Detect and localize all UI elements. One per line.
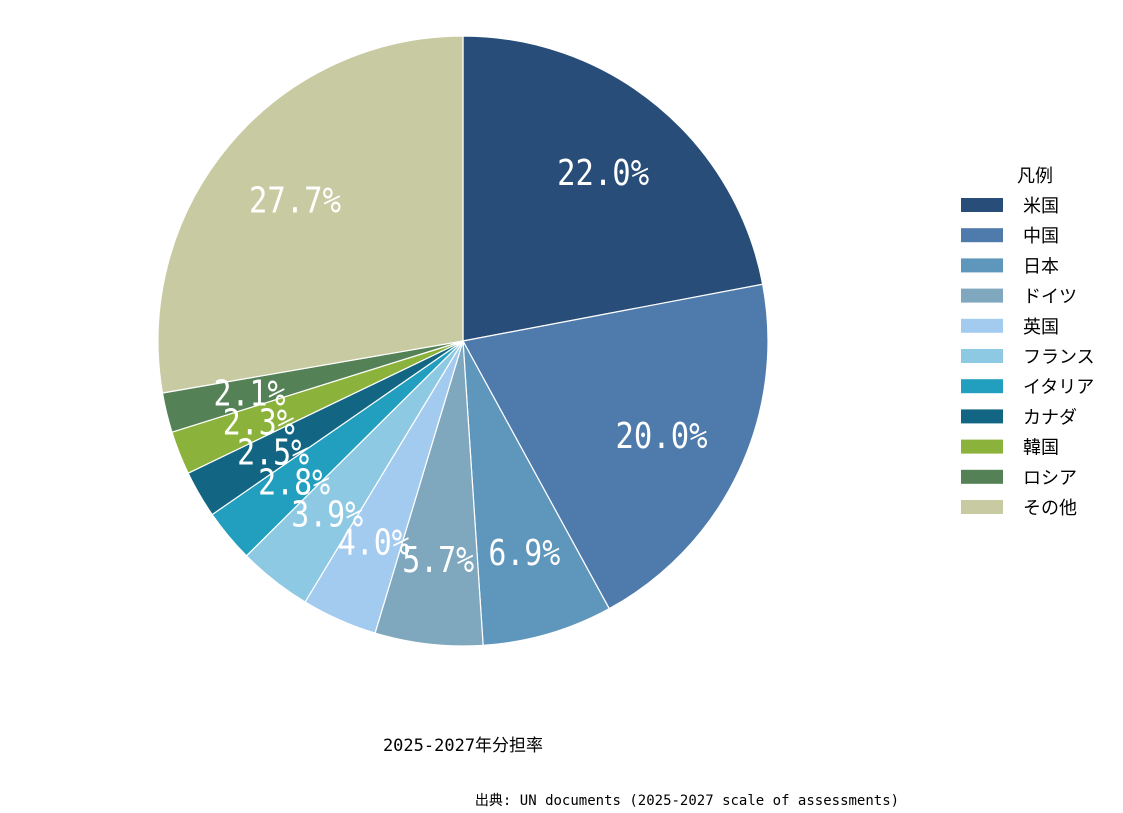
slice-label: 3.9% <box>291 495 363 536</box>
legend-swatch <box>961 439 1003 454</box>
legend-swatch <box>961 409 1003 424</box>
legend-swatch <box>961 228 1003 243</box>
legend-swatch <box>961 258 1003 273</box>
legend-label: その他 <box>1023 498 1077 519</box>
legend-label: カナダ <box>1023 407 1077 428</box>
chart-title: 2025-2027年分担率 <box>383 736 543 756</box>
legend-label: 韓国 <box>1023 438 1059 459</box>
pie-slice <box>462 340 611 646</box>
slice-label: 5.7% <box>402 540 474 581</box>
slice-label: 22.0% <box>557 153 649 194</box>
legend-swatch <box>961 379 1003 394</box>
legend-label: 中国 <box>1023 226 1059 247</box>
legend-swatch <box>961 469 1003 484</box>
legend-label: フランス <box>1023 347 1095 368</box>
legend-swatch <box>961 500 1003 514</box>
pie-labels: 22.0% 20.0% 6.9% 5.7%4.0%3.9%2.8%2.5%2.3%2.… <box>214 153 708 581</box>
slice-label: 4.0% <box>338 523 410 564</box>
pie-slice <box>462 283 769 610</box>
legend-label: 米国 <box>1023 196 1059 217</box>
slice-label: 20.0% <box>616 416 708 457</box>
slice-label: 6.9% <box>488 533 560 574</box>
legend-label: 英国 <box>1023 317 1059 338</box>
legend-label: イタリア <box>1023 377 1094 398</box>
legend-swatch <box>961 198 1003 212</box>
legend-swatch <box>961 349 1003 363</box>
slice-label: 27.7% <box>249 181 341 222</box>
pie-slice <box>157 35 464 394</box>
legend-title: 凡例 <box>1017 166 1053 187</box>
legend-label: 日本 <box>1023 256 1059 277</box>
slice-label: 2.3% <box>223 403 295 444</box>
slice-label: 2.8% <box>258 462 330 503</box>
slice-label: 2.5% <box>237 432 309 473</box>
source-note: 出典: UN documents (2025-2027 scale of ass… <box>475 793 899 809</box>
legend-label: ロシア <box>1023 468 1077 489</box>
slice-label: 2.1% <box>214 374 286 415</box>
legend-swatch <box>961 318 1003 333</box>
legend-label: ドイツ <box>1023 287 1077 308</box>
legend-swatch <box>961 288 1003 303</box>
pie-slices <box>157 35 769 647</box>
pie-slice <box>462 35 764 342</box>
